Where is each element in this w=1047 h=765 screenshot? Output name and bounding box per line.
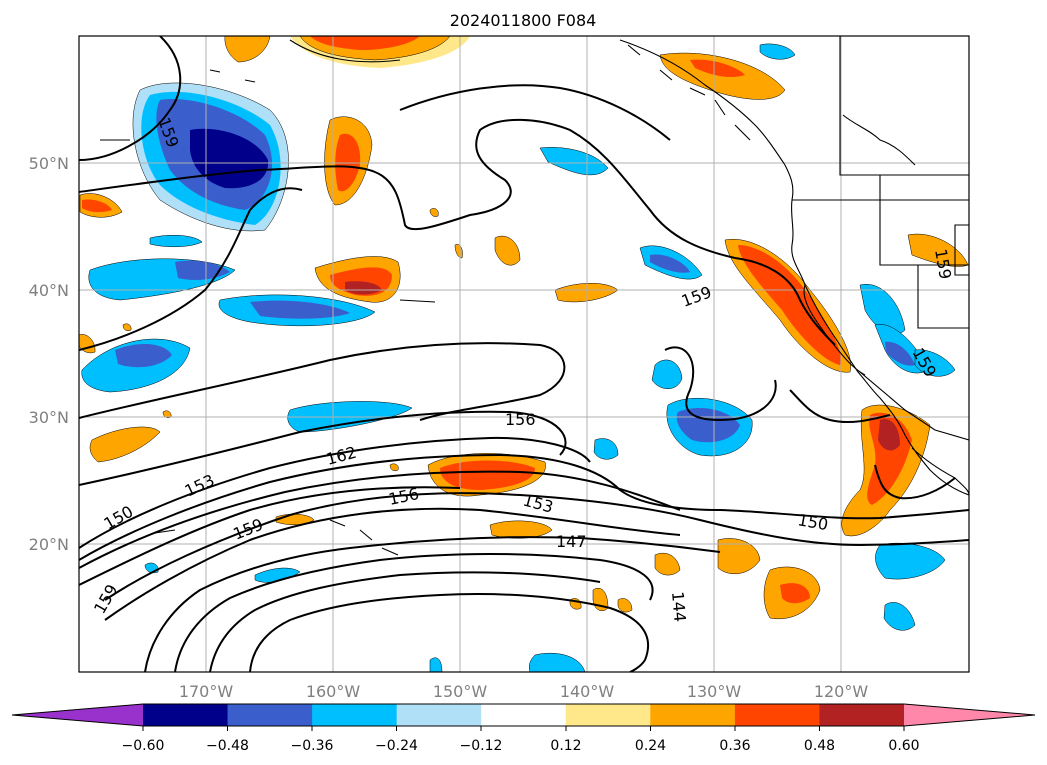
- colorbar-tick-label: 0.12: [550, 738, 581, 754]
- contour-label: 144: [668, 591, 690, 623]
- lon-label: 140°W: [560, 682, 615, 701]
- contour-label: 147: [556, 532, 587, 551]
- colorbar-tick-label: −0.48: [206, 738, 249, 754]
- lat-label: 30°N: [29, 408, 69, 427]
- colorbar: −0.60 −0.48 −0.36 −0.24 −0.12 0.12 0.24 …: [11, 703, 1036, 754]
- map-frame: [78, 35, 970, 673]
- lon-label: 150°W: [433, 682, 488, 701]
- map-title: 2024011800 F084: [450, 11, 597, 30]
- colorbar-tick-label: 0.36: [719, 738, 750, 754]
- colorbar-segment: [734, 704, 820, 726]
- coastlines: [100, 36, 969, 556]
- colorbar-segment: [481, 704, 567, 726]
- lat-label: 20°N: [29, 535, 69, 554]
- colorbar-segment: [565, 704, 651, 726]
- colorbar-ticks: [142, 726, 905, 731]
- colorbar-extend-low: [12, 704, 143, 726]
- colorbar-extend-high: [904, 704, 1035, 726]
- latitude-labels: 50°N 40°N 30°N 20°N: [29, 154, 69, 554]
- height-contours: [79, 36, 969, 672]
- lat-label: 40°N: [29, 281, 69, 300]
- longitude-labels: 170°W 160°W 150°W 140°W 130°W 120°W: [179, 682, 869, 701]
- colorbar-tick-label: −0.12: [460, 738, 503, 754]
- colorbar-tick-label: 0.48: [804, 738, 835, 754]
- lat-label: 50°N: [29, 154, 69, 173]
- colorbar-segments: [143, 704, 905, 726]
- lon-label: 170°W: [179, 682, 234, 701]
- colorbar-tick-label: −0.24: [375, 738, 418, 754]
- colorbar-segment: [227, 704, 313, 726]
- negative-anomaly-fill: [81, 43, 956, 672]
- colorbar-segment: [819, 704, 905, 726]
- contour-label: 156: [505, 410, 536, 429]
- colorbar-tick-label: −0.60: [122, 738, 165, 754]
- positive-anomaly-fill: [79, 36, 969, 620]
- lon-label: 160°W: [306, 682, 361, 701]
- colorbar-tick-labels: −0.60 −0.48 −0.36 −0.24 −0.12 0.12 0.24 …: [122, 738, 920, 754]
- colorbar-segment: [396, 704, 482, 726]
- colorbar-tick-label: 0.24: [635, 738, 666, 754]
- lon-label: 130°W: [687, 682, 742, 701]
- colorbar-tick-label: −0.36: [291, 738, 334, 754]
- colorbar-tick-label: 0.60: [888, 738, 919, 754]
- lon-label: 120°W: [814, 682, 869, 701]
- map-panel: 159 159 159 159 156 156 162 153 153 150 …: [79, 36, 969, 672]
- colorbar-segment: [650, 704, 736, 726]
- colorbar-segment: [143, 704, 229, 726]
- colorbar-segment: [312, 704, 398, 726]
